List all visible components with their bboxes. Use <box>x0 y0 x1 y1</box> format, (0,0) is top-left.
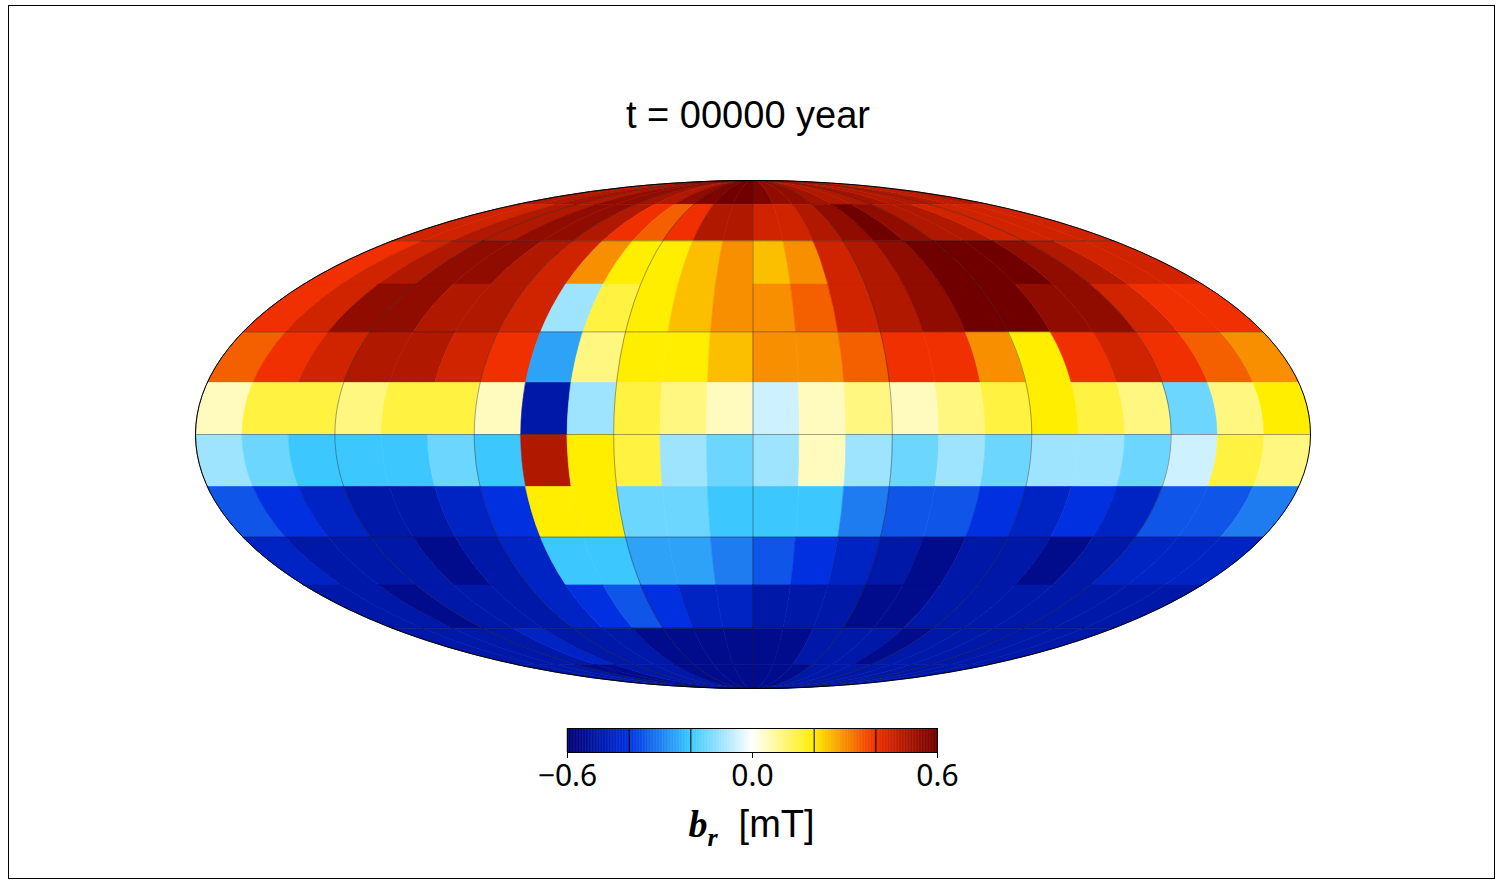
svg-text:0.0: 0.0 <box>731 754 773 795</box>
svg-text:0.6: 0.6 <box>916 754 958 795</box>
html-text:t = 00000 year: t = 00000 year <box>626 94 870 136</box>
svg-text:−0.6: −0.6 <box>538 754 598 795</box>
html-text:br[mT]: br[mT] <box>688 803 815 852</box>
